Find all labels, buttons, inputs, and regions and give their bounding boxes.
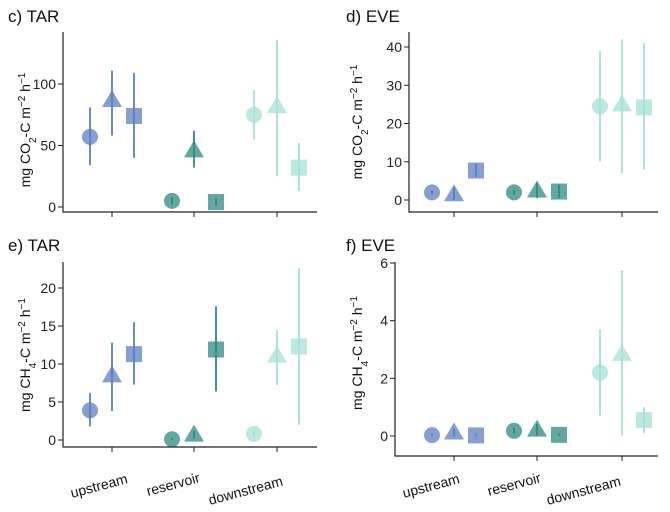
y-axis-label: mg CH4-C m−2 h−1 [17,298,39,412]
y-tick-label: 10 [40,356,56,372]
y-tick-label: 4 [380,313,388,329]
y-tick-label: 10 [386,154,402,170]
y-tick-label: 20 [386,116,402,132]
data-point-triangle [612,94,632,112]
data-point-circle [82,128,98,145]
axis-frame [408,32,658,213]
y-tick-label: 50 [40,138,56,154]
data-point-square [468,162,484,179]
category-label-downstream: downstream [207,473,285,508]
data-point-circle [506,184,522,201]
y-tick-label: 0 [48,199,56,215]
data-point-circle [424,184,440,201]
panel-title: d) EVE [346,7,400,26]
y-tick-label: 0 [394,192,402,208]
y-tick-label: 100 [33,76,57,92]
panel-f-eve-ch4: f) EVE mg CH4-C m−2 h−1 0 2 4 6 [346,236,658,461]
category-label-upstream: upstream [401,470,462,501]
panel-d-eve-co2: d) EVE mg CO2-C m−2 h−1 0 10 20 30 40 [346,7,658,217]
data-point-triangle [527,180,547,198]
data-point-square [291,338,307,355]
data-point-circle [592,364,608,381]
data-marks [82,268,307,448]
y-ticks: 0 5 10 15 20 [40,280,278,452]
axis-frame [62,262,317,448]
data-point-circle [506,422,522,439]
data-point-triangle [267,345,287,363]
data-point-circle [424,427,440,444]
data-point-square [551,426,567,443]
y-tick-label: 0 [48,432,56,448]
data-point-circle [164,431,180,448]
category-label-downstream: downstream [545,473,623,508]
data-point-square [468,427,484,444]
data-point-square [636,412,652,429]
y-tick-label: 0 [380,428,388,444]
data-point-square [126,107,142,124]
data-point-square [291,159,307,176]
category-label-upstream: upstream [69,470,130,501]
y-tick-label: 6 [380,255,388,271]
y-ticks: 0 2 4 6 [380,255,623,461]
data-point-circle [592,98,608,115]
panel-c-tar-co2: c) TAR mg CO2-C m−2 h−1 0 50 100 [8,7,317,217]
data-point-triangle [612,343,632,361]
data-point-circle [246,106,262,123]
data-point-triangle [444,422,464,440]
x-category-labels-right: upstream reservoir downstream [401,469,623,508]
data-point-square [126,346,142,363]
panel-e-tar-ch4: e) TAR mg CH4-C m−2 h−1 0 5 10 15 20 [8,236,317,452]
y-ticks: 0 50 100 [33,76,278,217]
axis-frame [394,262,658,457]
panel-title: e) TAR [8,236,60,255]
data-point-circle [164,192,180,209]
y-tick-label: 5 [48,394,56,410]
data-point-triangle [102,365,122,383]
y-tick-label: 30 [386,77,402,93]
axis-frame [62,32,317,213]
y-tick-label: 20 [40,280,56,296]
category-label-reservoir: reservoir [486,469,543,499]
data-point-square [551,183,567,200]
data-point-triangle [444,184,464,202]
category-label-reservoir: reservoir [145,469,202,499]
y-ticks: 0 10 20 30 40 [386,39,623,217]
y-axis-label: mg CO2-C m−2 h−1 [349,64,371,179]
data-point-square [636,99,652,116]
data-point-square [208,194,224,211]
panel-title: f) EVE [346,236,395,255]
data-marks [82,39,307,211]
data-point-circle [246,425,262,442]
data-point-triangle [102,89,122,107]
data-point-triangle [527,419,547,437]
y-axis-label: mg CH4-C m−2 h−1 [349,296,371,410]
data-point-triangle [184,424,204,442]
x-category-labels-left: upstream reservoir downstream [69,469,285,508]
data-point-triangle [184,140,204,158]
y-tick-label: 2 [380,370,388,386]
data-point-triangle [267,96,287,114]
data-point-square [208,341,224,358]
data-point-circle [82,402,98,419]
y-tick-label: 15 [40,318,56,334]
data-marks [424,270,652,444]
y-tick-label: 40 [386,39,402,55]
y-axis-label: mg CO2-C m−2 h−1 [17,72,39,187]
panel-title: c) TAR [8,7,59,26]
data-marks [424,39,652,202]
